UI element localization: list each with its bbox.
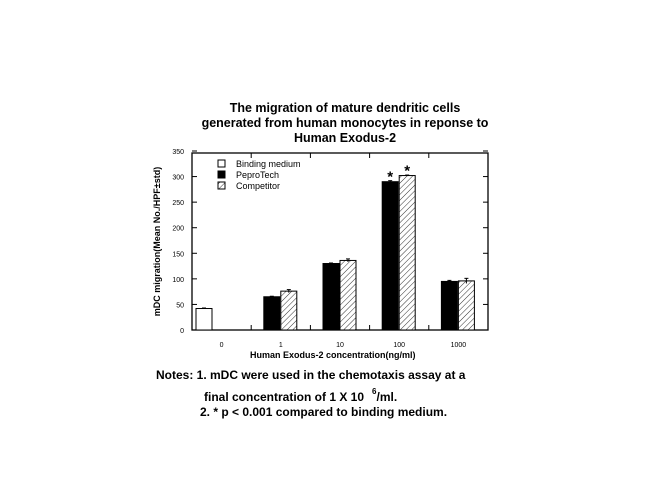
y-tick-label: 300 xyxy=(172,175,184,182)
legend-swatch xyxy=(217,159,226,168)
significance-marker: * xyxy=(404,163,410,180)
note-2: 2. * p < 0.001 compared to binding mediu… xyxy=(200,405,448,419)
x-tick-label: 1000 xyxy=(451,342,467,349)
y-tick-label: 100 xyxy=(172,277,184,284)
x-tick-label: 100 xyxy=(393,342,405,349)
title-line-2: generated from human monocytes in repons… xyxy=(201,116,489,130)
bar-binding-medium xyxy=(195,308,213,331)
note-1: Notes: 1. mDC were used in the chemotaxi… xyxy=(156,368,466,382)
y-tick-label: 250 xyxy=(172,200,184,207)
legend-label: Competitor xyxy=(236,181,280,191)
legend-swatch xyxy=(217,181,226,190)
title-line-3: Human Exodus-2 xyxy=(293,131,397,145)
y-tick-label: 50 xyxy=(176,302,184,309)
bar-peprotech xyxy=(263,296,281,331)
bar-competitor xyxy=(280,290,298,331)
y-axis-label: mDC migration(Mean No./HPF±std) xyxy=(152,167,162,316)
bar-competitor xyxy=(398,175,416,331)
bar-competitor xyxy=(457,280,475,331)
title-line-1: The migration of mature dendritic cells xyxy=(229,101,461,115)
x-tick-label: 1 xyxy=(279,342,283,349)
bar-peprotech xyxy=(440,280,458,331)
y-tick-label: 350 xyxy=(172,149,184,156)
y-tick-label: 200 xyxy=(172,226,184,233)
chart-title: The migration of mature dendritic cells … xyxy=(190,101,500,146)
significance-marker: * xyxy=(387,169,393,186)
plot-area: 0 50 100 150 200 250 300 350 0 1 10 100 * * 1000 mDC mi… xyxy=(152,149,489,349)
x-tick-label: 10 xyxy=(336,342,344,349)
y-tick-label: 150 xyxy=(172,251,184,258)
bar-competitor xyxy=(339,259,357,331)
bar-peprotech xyxy=(322,263,340,331)
x-tick-label: 0 xyxy=(220,342,224,349)
y-tick-label: 0 xyxy=(180,328,184,335)
x-axis-label: Human Exodus-2 concentration(ng/ml) xyxy=(250,350,416,360)
legend-swatch xyxy=(217,170,226,179)
legend-label: Binding medium xyxy=(236,159,301,169)
legend-label: PeproTech xyxy=(236,170,279,180)
bar-peprotech xyxy=(381,181,399,331)
note-1-continued: final concentration of 1 X 10 6/ml. xyxy=(204,387,398,404)
